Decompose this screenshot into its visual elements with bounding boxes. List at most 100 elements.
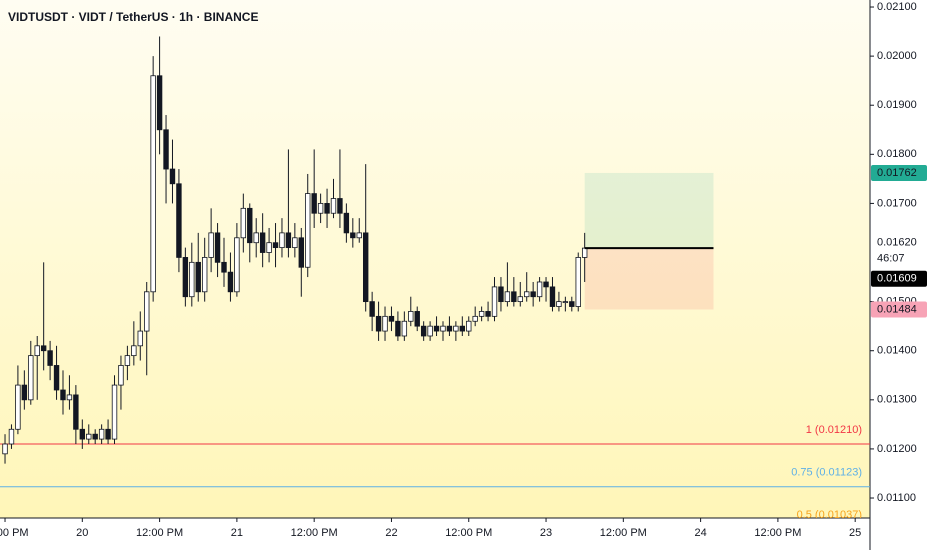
x-tick-label: 25 — [849, 527, 861, 539]
candle-body — [247, 207, 253, 244]
candle-body — [285, 232, 292, 249]
x-tick-label: 12:00 PM — [600, 527, 647, 539]
level-label: 1 (0.01210) — [806, 424, 862, 436]
candle-body — [272, 242, 279, 249]
candle-body — [395, 320, 401, 337]
candle-body — [581, 247, 588, 258]
candle-body — [324, 203, 330, 214]
y-tick-label: 0.01100 — [877, 492, 916, 504]
candle-body — [156, 75, 163, 131]
candle-body — [330, 198, 337, 214]
candle-body — [536, 281, 543, 298]
candle-body — [2, 443, 8, 455]
stop-label-bg — [871, 301, 927, 318]
candle-body — [375, 315, 382, 332]
entry-label-bg — [871, 270, 927, 287]
profit-zone — [584, 172, 714, 249]
candle-body — [440, 325, 446, 332]
loss-zone — [584, 248, 714, 310]
candle-body — [362, 232, 369, 303]
candle-body — [556, 301, 562, 307]
target-label: 0.01762 — [877, 167, 917, 179]
y-tick-label: 0.02100 — [877, 1, 917, 13]
candle-body — [485, 311, 491, 317]
candle-body — [227, 271, 234, 293]
candle-body — [569, 301, 575, 307]
x-tick-label: 21 — [231, 527, 243, 539]
candle-body — [66, 394, 73, 401]
axes: 0.021000.020000.019000.018000.017000.015… — [0, 1, 927, 539]
candle-body — [111, 384, 118, 440]
x-tick-label: 12:00 PM — [0, 527, 29, 539]
candle-body — [214, 232, 221, 263]
x-tick-label: 23 — [540, 527, 552, 539]
candle-body — [311, 193, 317, 214]
candle-body — [298, 237, 304, 268]
candle-body — [517, 296, 523, 303]
y-tick-label: 0.01800 — [877, 148, 917, 160]
x-tick-label: 12:00 PM — [754, 527, 801, 539]
candle-body — [169, 168, 176, 185]
candle-body — [388, 315, 395, 322]
stop-label: 0.01484 — [877, 303, 917, 315]
candle-body — [401, 320, 408, 337]
candle-body — [53, 365, 60, 391]
x-tick-label: 24 — [694, 527, 706, 539]
candle-body — [40, 345, 47, 352]
candle-body — [137, 330, 143, 347]
candle-body — [176, 183, 182, 258]
candle-body — [124, 355, 131, 366]
candle-body — [356, 232, 362, 239]
candle-body — [240, 207, 247, 239]
candle-body — [369, 301, 375, 317]
candle-body — [8, 428, 15, 445]
candle-body — [511, 291, 517, 303]
candle-body — [292, 237, 298, 249]
time-axis-panel — [0, 518, 870, 550]
y-tick-label: 0.01200 — [877, 443, 917, 455]
y-tick-label: 0.01900 — [877, 99, 917, 111]
candle-body — [234, 237, 240, 293]
candle-body — [305, 193, 311, 268]
candle-body — [92, 433, 98, 440]
candle-body — [543, 281, 549, 288]
candle-body — [266, 242, 272, 253]
candle-body — [105, 428, 111, 440]
x-tick-label: 22 — [385, 527, 397, 539]
candle-body — [28, 355, 34, 401]
candle-body — [350, 232, 356, 239]
countdown: 46:07 — [877, 253, 905, 265]
candle-body — [337, 198, 343, 214]
candle-body — [47, 350, 53, 366]
candle-body — [118, 365, 124, 386]
candle-body — [420, 325, 427, 337]
candle-body — [446, 325, 453, 332]
candle-body — [472, 315, 478, 322]
candle-body — [466, 320, 472, 332]
candle-body — [259, 232, 266, 253]
candle-body — [73, 394, 79, 430]
candle-body — [459, 325, 466, 332]
candle-body — [221, 261, 227, 273]
candle-body — [408, 311, 414, 322]
y-tick-label: 0.01700 — [877, 197, 917, 209]
chart-title: VIDTUSDT · VIDT / TetherUS · 1h · BINANC… — [8, 10, 258, 24]
candle-body — [504, 291, 511, 303]
y-tick-label: 0.01400 — [877, 345, 917, 357]
target-label-bg — [871, 164, 927, 181]
candle-body — [86, 433, 92, 440]
candle-body — [549, 286, 556, 307]
candle-body — [60, 389, 66, 401]
candle-body — [279, 232, 285, 249]
candle-body — [201, 257, 208, 293]
x-tick-label: 12:00 PM — [291, 527, 338, 539]
last-price-label-bg — [871, 234, 927, 251]
last-price-label: 0.01620 — [877, 237, 917, 249]
entry-label: 0.01609 — [877, 273, 917, 285]
candle-body — [15, 384, 21, 430]
candle-body — [498, 286, 504, 303]
plot-background — [0, 0, 870, 518]
candle-body — [208, 232, 214, 258]
candle-body — [433, 325, 440, 332]
level-label: 0.5 (0.01037) — [797, 509, 862, 521]
